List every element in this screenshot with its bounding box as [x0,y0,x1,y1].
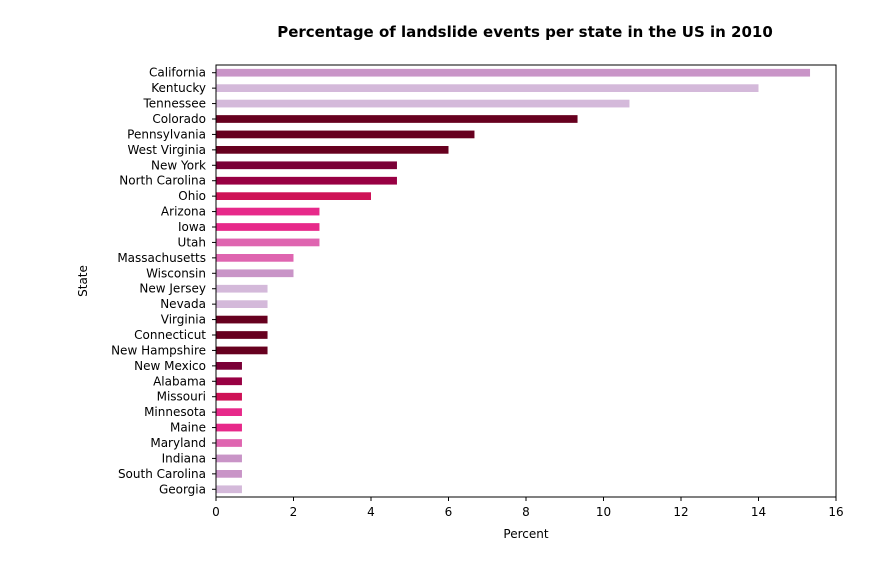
y-axis-label: State [76,265,90,297]
bar-minnesota [216,408,242,416]
y-tick-label: Connecticut [134,328,206,342]
bar-north-carolina [216,176,397,185]
y-tick-label: Utah [178,235,206,249]
y-tick-label: Pennsylvania [127,127,206,141]
bar-new-hampshire [216,346,268,355]
bar-missouri [216,392,242,401]
bar-pennsylvania [216,130,475,139]
y-tick-label: Indiana [162,451,206,465]
bar-alabama [216,377,242,386]
y-tick-label: Minnesota [144,405,206,419]
bar-massachusetts [216,254,294,262]
y-tick-label: New Hampshire [111,343,206,357]
y-tick-label: Colorado [152,112,206,126]
bar-new-mexico [216,362,242,370]
x-axis-ticks: 0 2 4 6 8 10 12 14 16 [212,497,844,519]
bar-iowa [216,223,320,231]
bar-maine [216,423,242,432]
y-tick-label: Wisconsin [146,266,206,280]
bar-california [216,68,811,77]
x-tick-label: 12 [673,505,688,519]
bar-west-virginia [216,146,449,154]
x-tick-label: 2 [290,505,298,519]
y-tick-label: Virginia [161,313,206,327]
y-tick-label: New Mexico [134,359,206,373]
x-tick-label: 10 [596,505,611,519]
bar-new-jersey [216,284,268,293]
bars-group [216,68,811,494]
bar-maryland [216,439,242,447]
chart-title: Percentage of landslide events per state… [277,23,773,41]
x-tick-label: 14 [751,505,766,519]
x-tick-label: 4 [367,505,375,519]
x-tick-label: 6 [445,505,453,519]
bar-wisconsin [216,269,294,278]
bar-south-carolina [216,470,242,478]
y-tick-label: Nevada [160,297,206,311]
bar-georgia [216,485,242,494]
bar-ohio [216,192,371,200]
bar-arizona [216,207,320,216]
bar-tennessee [216,99,630,108]
y-tick-label: New Jersey [139,282,206,296]
y-tick-label: Ohio [178,189,206,203]
bar-virginia [216,315,268,324]
bar-kentucky [216,84,759,92]
y-tick-label: Maryland [150,436,206,450]
y-tick-label: California [149,66,206,80]
bar-nevada [216,300,268,308]
bar-indiana [216,454,242,463]
x-tick-label: 16 [828,505,843,519]
bar-utah [216,238,320,247]
x-axis-label: Percent [503,527,548,541]
y-tick-label: North Carolina [119,174,206,188]
y-tick-label: West Virginia [127,143,206,157]
bar-connecticut [216,331,268,339]
y-tick-label: Kentucky [151,81,206,95]
y-tick-label: Missouri [157,390,206,404]
x-tick-label: 0 [212,505,220,519]
y-tick-label: South Carolina [118,467,206,481]
y-tick-label: Alabama [153,374,206,388]
y-tick-label: Massachusetts [117,251,206,265]
y-tick-label: Maine [170,421,206,435]
bar-new-york [216,161,397,170]
plot-frame [215,64,837,498]
y-tick-label: Georgia [159,482,206,496]
y-tick-label: Tennessee [142,97,206,111]
y-tick-label: Arizona [161,205,206,219]
bar-colorado [216,115,578,123]
y-tick-label: New York [151,158,206,172]
y-tick-label: Iowa [178,220,206,234]
x-tick-label: 8 [522,505,530,519]
